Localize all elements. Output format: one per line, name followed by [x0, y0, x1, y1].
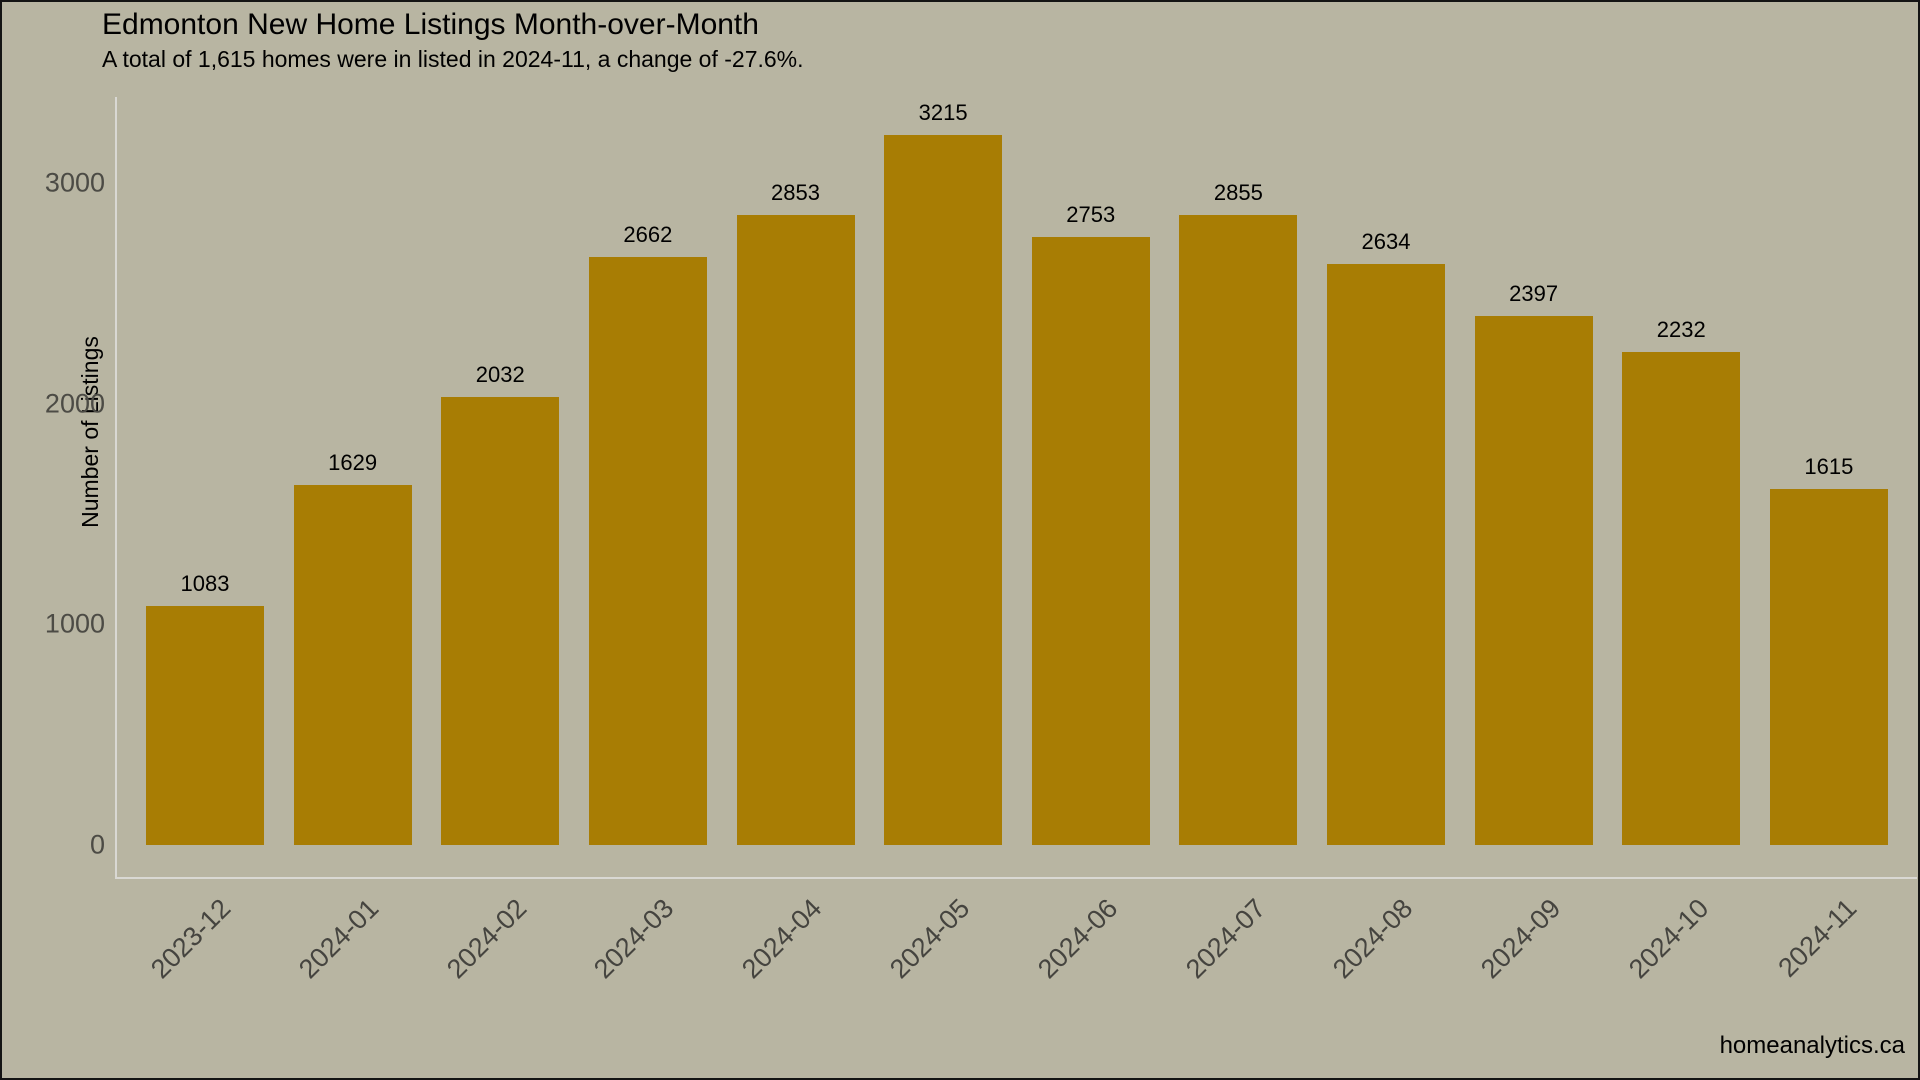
chart-subtitle: A total of 1,615 homes were in listed in…	[102, 46, 804, 72]
bar-column: 2397	[1474, 281, 1593, 845]
bar-value-label: 2397	[1509, 281, 1559, 306]
bar-value-label: 2232	[1656, 317, 1706, 342]
x-tick-label: 2024-10	[1623, 893, 1715, 985]
bar-value-label: 3215	[918, 100, 968, 125]
bar	[1769, 489, 1888, 845]
plot-panel: 1083 1629 2032 2662 2853 3215 2753 2855 2634 2397…	[115, 97, 1917, 879]
bar	[736, 215, 855, 845]
bar-column: 2662	[588, 222, 707, 845]
x-tick-label: 2024-07	[1179, 893, 1271, 985]
bar-value-label: 2634	[1361, 229, 1411, 254]
bar-column: 2855	[1179, 180, 1298, 845]
bar-column: 1083	[146, 571, 264, 845]
bar	[884, 135, 1003, 845]
bar	[293, 485, 412, 845]
x-tick-label: 2024-05	[884, 893, 976, 985]
bar-value-label: 2855	[1213, 180, 1263, 205]
bar-column: 1615	[1769, 454, 1888, 845]
y-tick-label: 3000	[44, 167, 105, 198]
bar-column: 1629	[293, 450, 412, 845]
bar-value-label: 1615	[1804, 454, 1854, 479]
bar-value-label: 2032	[475, 362, 525, 387]
x-tick-label: 2024-01	[292, 893, 385, 985]
bar	[1031, 237, 1150, 845]
bars-container: 1083 1629 2032 2662 2853 3215 2753 2855 2634 2397…	[117, 97, 1917, 877]
x-tick-label: 2024-09	[1475, 893, 1567, 985]
x-tick-label: 2024-11	[1772, 893, 1863, 983]
y-tick-label: 1000	[44, 608, 105, 639]
bar	[146, 606, 264, 845]
bar-column: 2753	[1031, 202, 1150, 845]
bar-column: 2032	[441, 362, 560, 845]
bar-value-label: 1083	[180, 571, 230, 596]
bar-value-label: 2662	[623, 222, 673, 247]
x-tick-label: 2024-08	[1327, 893, 1419, 985]
bar-value-label: 2853	[771, 180, 820, 205]
watermark-text: homeanalytics.ca	[1719, 1032, 1905, 1059]
x-tick-label: 2024-06	[1031, 893, 1124, 985]
bar	[1622, 352, 1741, 845]
bar	[441, 397, 560, 845]
bar-column: 3215	[884, 100, 1003, 845]
x-tick-label: 2024-03	[588, 893, 680, 985]
x-tick-label: 2023-12	[144, 893, 237, 985]
y-tick-label: 0	[89, 829, 105, 860]
x-tick-label: 2024-04	[736, 893, 828, 985]
bar	[1327, 264, 1445, 845]
bar	[1474, 316, 1593, 845]
bar-column: 2232	[1622, 317, 1741, 845]
x-tick-label: 2024-02	[440, 893, 532, 985]
y-axis-label: Number of Listings	[77, 336, 104, 528]
chart-title: Edmonton New Home Listings Month-over-Mo…	[102, 8, 759, 41]
bar	[588, 257, 707, 845]
bar-column: 2634	[1327, 229, 1445, 845]
bar-value-label: 2753	[1066, 202, 1116, 227]
bar-column: 2853	[736, 180, 855, 845]
bar	[1179, 215, 1298, 845]
bar-value-label: 1629	[328, 450, 378, 475]
y-tick-label: 2000	[44, 388, 105, 419]
